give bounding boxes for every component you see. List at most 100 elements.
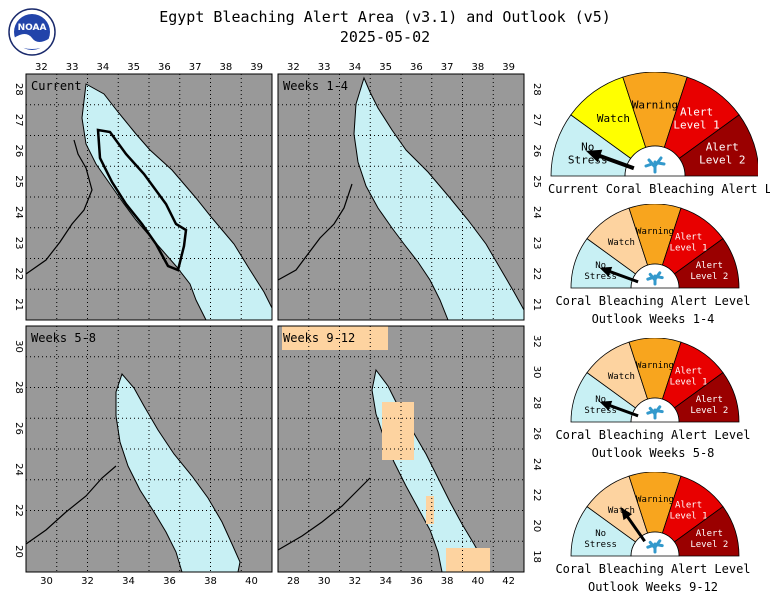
gauge-needle (593, 152, 635, 171)
tick-label: 40 (245, 576, 258, 587)
tick-label: 37 (189, 62, 202, 73)
gauge-segment-label: Stress (584, 272, 617, 282)
tick-label: 22 (531, 489, 542, 502)
gauge-segment-label: Alert (696, 529, 723, 539)
gauge-segment-label: Alert (696, 261, 723, 271)
tick-label: 22 (13, 504, 24, 517)
gauge-segment-label: Alert (675, 232, 702, 242)
tick-label: 36 (410, 576, 423, 587)
panel-border (277, 73, 525, 321)
tick-label: 28 (287, 576, 300, 587)
map-panel-2: Weeks 1-4 32 33 34 35 36 37 38 39 21 22 23 24 25 26 27 2… (277, 62, 542, 321)
panel-label: Weeks 5-8 (31, 331, 96, 345)
tick-label: 34 (122, 576, 135, 587)
gauge-segment-label: Alert (675, 366, 702, 376)
noaa-logo: NOAA (8, 8, 56, 56)
tick-label: 24 (13, 463, 24, 476)
map-panel-4: Weeks 9-12 28 30 32 34 36 38 40 42 18 20 22 24 26 28 30… (277, 325, 542, 587)
tick-label: 35 (379, 62, 392, 73)
panel-border (277, 325, 525, 573)
gauge-caption: Coral Bleaching Alert Level (555, 294, 751, 308)
panel-label: Weeks 1-4 (283, 79, 348, 93)
gauge-segment-label: Watch (597, 112, 630, 125)
tick-label: 32 (35, 62, 48, 73)
tick-label: 37 (441, 62, 454, 73)
gauge-segment-label: Alert (675, 500, 702, 510)
tick-label: 36 (163, 576, 176, 587)
gauge-needle (623, 512, 646, 543)
gauge-segment-label: Watch (608, 372, 635, 382)
tick-label: 22 (531, 268, 542, 281)
tick-label: 34 (97, 62, 110, 73)
gauge-outlook-caption: Outlook Weeks 9-12 (587, 580, 719, 594)
gauge-needle (605, 402, 639, 418)
coastline (25, 139, 93, 275)
map-panel-3: Weeks 5-8 30 32 34 36 38 40 20 22 24 26 28 30 (13, 325, 273, 587)
panel-label: Current (31, 79, 82, 93)
tick-label: 18 (531, 550, 542, 563)
tick-label: 32 (531, 335, 542, 348)
gauge-needle-head (585, 149, 603, 163)
tick-label: 21 (13, 298, 24, 311)
gauge-segment-label: Alert (680, 105, 713, 118)
tick-label: 27 (13, 114, 24, 127)
tick-label: 25 (531, 175, 542, 188)
coral-icon (644, 156, 666, 174)
gauge-segment-label: Watch (608, 238, 635, 248)
tick-label: 32 (287, 62, 300, 73)
tick-label: 34 (349, 62, 362, 73)
tick-label: 24 (13, 206, 24, 219)
tick-label: 40 (472, 576, 485, 587)
tick-label: 26 (531, 427, 542, 440)
gauge-needle-head (599, 400, 613, 411)
gauge-segment-label: Alert (706, 141, 739, 154)
tick-label: 38 (220, 62, 233, 73)
gauge-segment-label: No (595, 261, 606, 271)
gauge-segment-label: Level 1 (673, 118, 719, 131)
chart-title: Egypt Bleaching Alert Area (v3.1) and Ou… (159, 8, 611, 26)
alert-area-outline (96, 128, 188, 272)
tick-label: 39 (250, 62, 263, 73)
tick-label: 42 (502, 576, 515, 587)
coastline (277, 477, 371, 551)
tick-label: 28 (13, 83, 24, 96)
tick-label: 30 (40, 576, 53, 587)
coral-branches (644, 156, 666, 174)
coral-branches (646, 405, 664, 420)
coastline (25, 465, 117, 545)
tick-label: 38 (472, 62, 485, 73)
gauge-segment-label: Stress (584, 406, 617, 416)
tick-label: 26 (531, 145, 542, 158)
tick-label: 33 (66, 62, 79, 73)
chart-date: 2025-05-02 (339, 28, 431, 46)
gauge-segment-label: Level 1 (670, 511, 708, 521)
gauge-outlook-caption: Outlook Weeks 1-4 (591, 312, 715, 326)
tick-label: 32 (81, 576, 94, 587)
tick-label: 30 (318, 576, 331, 587)
tick-label: 28 (531, 397, 542, 410)
panel-border (25, 73, 273, 321)
tick-label: 38 (441, 576, 454, 587)
coral-icon (646, 271, 664, 286)
tick-label: 28 (531, 83, 542, 96)
tick-label: 21 (531, 298, 542, 311)
tick-label: 30 (13, 340, 24, 353)
tick-label: 24 (531, 458, 542, 471)
tick-label: 26 (13, 422, 24, 435)
panel-label: Weeks 9-12 (283, 331, 355, 345)
tick-label: 36 (158, 62, 171, 73)
tick-label: 30 (531, 366, 542, 379)
gauge-segment-label: Watch (608, 506, 635, 516)
gauge-segment-label: Warning (636, 361, 674, 371)
gauge-segment-label: Stress (584, 540, 617, 550)
tick-label: 38 (204, 576, 217, 587)
gauge-segment-label: Level 1 (670, 243, 708, 253)
gauge-segment-label: No (595, 395, 606, 405)
gauge-needle (605, 268, 639, 284)
gauge-needle-head (621, 507, 633, 521)
gauge-segment-label: Level 2 (690, 406, 728, 416)
coral-branches (646, 271, 664, 286)
